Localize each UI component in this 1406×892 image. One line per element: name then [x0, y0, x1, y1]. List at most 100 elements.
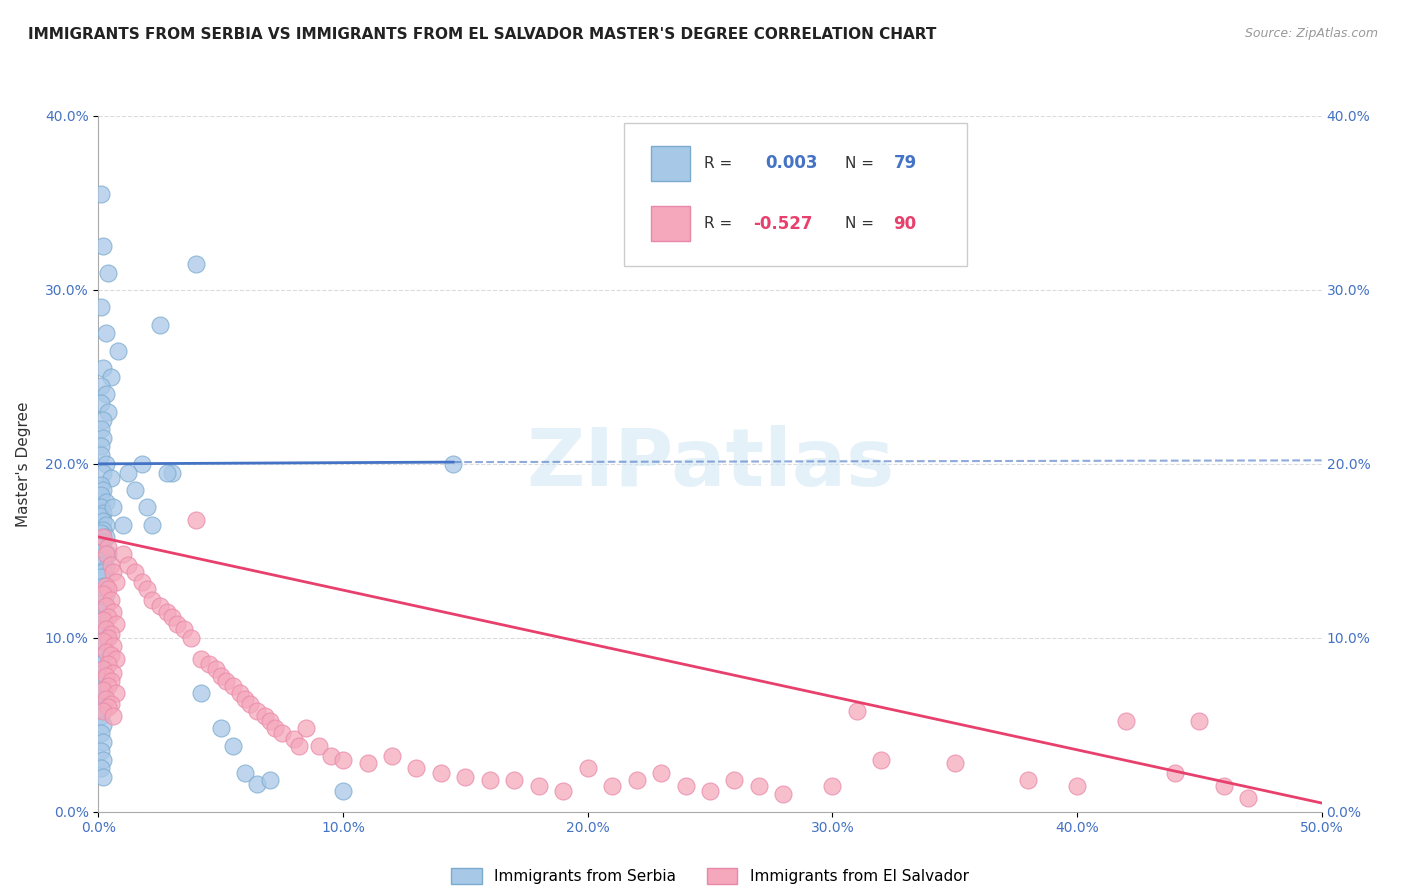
Point — [149, 318, 172, 332]
Point — [94, 587, 117, 601]
Point — [91, 753, 114, 767]
Point — [209, 721, 232, 735]
Point — [101, 605, 124, 619]
Point — [1237, 790, 1260, 805]
Point — [90, 744, 112, 758]
FancyBboxPatch shape — [624, 123, 967, 266]
Point — [190, 651, 212, 665]
Point — [91, 665, 114, 680]
Point — [94, 457, 117, 471]
Point — [90, 396, 112, 410]
Point — [91, 700, 114, 714]
Point — [156, 466, 179, 480]
Point — [1017, 773, 1039, 788]
Point — [91, 506, 114, 520]
Point — [186, 257, 208, 271]
Point — [222, 739, 245, 753]
Point — [405, 761, 427, 775]
Point — [441, 457, 464, 471]
Point — [90, 640, 112, 654]
Point — [222, 680, 245, 694]
Point — [90, 605, 112, 619]
Point — [233, 691, 256, 706]
Point — [270, 726, 294, 740]
Point — [576, 761, 599, 775]
Point — [308, 739, 330, 753]
Point — [263, 721, 285, 735]
Point — [124, 565, 146, 579]
Point — [100, 697, 122, 711]
Point — [90, 558, 112, 572]
Point — [100, 471, 122, 485]
Point — [111, 547, 134, 561]
Point — [943, 756, 966, 770]
Point — [454, 770, 477, 784]
Point — [209, 669, 232, 683]
Point — [91, 770, 114, 784]
FancyBboxPatch shape — [651, 146, 690, 181]
Point — [91, 431, 114, 445]
Point — [101, 640, 124, 654]
Point — [90, 526, 112, 541]
Point — [332, 784, 354, 798]
Point — [100, 592, 122, 607]
Point — [91, 530, 114, 544]
Point — [233, 766, 256, 780]
Point — [94, 326, 117, 341]
Point — [104, 686, 127, 700]
Point — [94, 691, 117, 706]
Point — [90, 657, 112, 671]
Point — [503, 773, 526, 788]
Point — [90, 508, 112, 523]
Point — [90, 448, 112, 462]
Point — [186, 512, 208, 526]
Point — [91, 614, 114, 628]
Point — [253, 709, 276, 723]
Point — [527, 779, 550, 793]
Point — [246, 777, 269, 791]
Point — [97, 657, 120, 671]
Point — [149, 599, 172, 614]
Point — [90, 709, 112, 723]
Point — [650, 766, 672, 780]
Point — [166, 616, 188, 631]
Point — [94, 578, 117, 592]
Point — [160, 466, 183, 480]
Point — [160, 610, 183, 624]
Point — [117, 558, 139, 572]
Point — [104, 616, 127, 631]
Text: -0.527: -0.527 — [752, 215, 813, 233]
Point — [141, 517, 163, 532]
Point — [91, 535, 114, 549]
Point — [90, 187, 112, 202]
Text: R =: R = — [704, 156, 733, 170]
Text: N =: N = — [845, 156, 873, 170]
Point — [190, 686, 212, 700]
Point — [100, 558, 122, 572]
Point — [107, 343, 129, 358]
Point — [173, 622, 195, 636]
Point — [675, 779, 697, 793]
Point — [94, 530, 117, 544]
Point — [100, 648, 122, 662]
Point — [90, 477, 112, 491]
Text: Source: ZipAtlas.com: Source: ZipAtlas.com — [1244, 27, 1378, 40]
Point — [288, 739, 311, 753]
Point — [870, 753, 893, 767]
Point — [136, 582, 159, 596]
Point — [381, 749, 404, 764]
Point — [91, 683, 114, 698]
Point — [94, 495, 117, 509]
Text: N =: N = — [845, 216, 873, 231]
Point — [356, 756, 378, 770]
Point — [156, 605, 179, 619]
Point — [94, 387, 117, 401]
Point — [90, 440, 112, 454]
Point — [101, 665, 124, 680]
Text: ZIPatlas: ZIPatlas — [526, 425, 894, 503]
Point — [90, 726, 112, 740]
Point — [600, 779, 623, 793]
Point — [90, 422, 112, 436]
Point — [124, 483, 146, 497]
Point — [90, 691, 112, 706]
